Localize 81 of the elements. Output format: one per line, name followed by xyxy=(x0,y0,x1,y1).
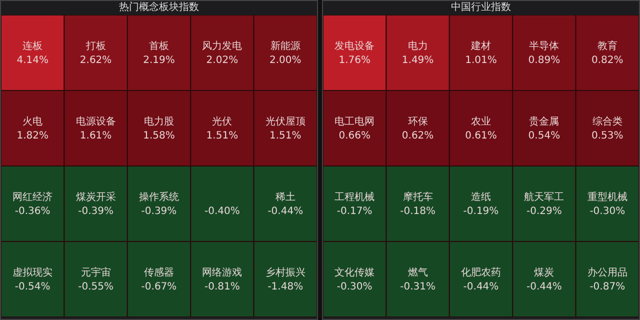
data-label: 0.61% xyxy=(465,130,497,142)
category-label: 半导体 xyxy=(529,40,560,52)
category-label: 煤炭 xyxy=(534,266,554,278)
data-label: -0.19% xyxy=(463,206,499,217)
data-label: -0.40% xyxy=(204,206,240,217)
category-label: 航天军工 xyxy=(524,190,564,203)
category-label: 建材 xyxy=(470,40,491,52)
category-label: 操作系统 xyxy=(139,190,179,203)
data-label: -0.30% xyxy=(590,206,626,217)
category-label: 新能源 xyxy=(270,40,300,52)
category-label: 火电 xyxy=(22,115,43,128)
data-label: 0.82% xyxy=(592,54,624,66)
data-label: -0.18% xyxy=(400,206,436,217)
category-label: 发电设备 xyxy=(334,40,375,52)
category-label: 农业 xyxy=(471,115,491,128)
category-label: 传感器 xyxy=(144,266,174,278)
data-label: 2.00% xyxy=(270,54,302,66)
category-label: 光伏 xyxy=(212,115,232,128)
data-label: 1.51% xyxy=(270,130,302,142)
category-label: 造纸 xyxy=(471,190,491,203)
data-label: 0.89% xyxy=(528,54,560,66)
data-label: -0.81% xyxy=(204,281,240,292)
data-label: -0.30% xyxy=(336,281,372,292)
data-label: 2.02% xyxy=(206,54,238,66)
data-label: -0.31% xyxy=(400,281,436,292)
category-label: 网络游戏 xyxy=(202,266,242,278)
category-label: 首板 xyxy=(149,40,169,52)
category-label: 燃气 xyxy=(408,266,428,278)
category-label: 虚拟现实 xyxy=(12,266,53,278)
data-label: -0.55% xyxy=(78,281,114,292)
data-label: -1.48% xyxy=(268,281,304,292)
data-label: -0.39% xyxy=(141,206,177,217)
data-label: 0.53% xyxy=(592,130,624,142)
category-label: 环保 xyxy=(408,116,428,128)
data-label: -0.39% xyxy=(78,206,114,217)
data-label: 1.49% xyxy=(402,54,434,66)
category-label: 贵金属 xyxy=(529,115,560,128)
text: 热门概念板块指数 xyxy=(118,1,200,15)
data-label: -0.44% xyxy=(463,281,499,292)
data-label: 4.14% xyxy=(16,54,48,66)
category-label: 电力股 xyxy=(144,115,174,128)
data-label: 1.61% xyxy=(80,130,112,142)
category-label: 综合类 xyxy=(592,115,622,128)
category-label: 化肥农药 xyxy=(461,266,501,278)
data-label: 1.58% xyxy=(143,130,175,142)
category-label: 打板 xyxy=(84,40,106,52)
data-label: 0.62% xyxy=(402,130,434,142)
category-label: 电力 xyxy=(408,40,428,52)
data-label: 1.01% xyxy=(465,54,497,66)
data-label: 0.54% xyxy=(528,130,560,142)
category-label: 元宇宙 xyxy=(80,266,111,278)
category-label: 文化传媒 xyxy=(334,266,375,278)
data-label: -0.54% xyxy=(14,281,50,292)
category-label: 教育 xyxy=(597,40,618,52)
data-label: -0.87% xyxy=(590,281,626,292)
data-label: 2.19% xyxy=(143,54,175,66)
category-label: 电源设备 xyxy=(76,115,116,128)
data-label: -0.36% xyxy=(14,206,50,217)
category-label: 办公用品 xyxy=(587,266,628,278)
category-label: 电工电网 xyxy=(334,115,375,128)
category-label: 风力发电 xyxy=(202,40,242,52)
category-label: 光伏屋顶 xyxy=(265,115,306,128)
data-label: 1.51% xyxy=(206,130,238,142)
category-label: 重型机械 xyxy=(587,190,628,203)
category-label: 工程机械 xyxy=(334,190,375,203)
data-label: 2.62% xyxy=(80,54,112,66)
data-label: 1.82% xyxy=(16,130,48,142)
category-label: 网红经济 xyxy=(12,190,53,203)
category-label: 稀土 xyxy=(275,190,296,203)
category-label: 煤炭开采 xyxy=(76,190,116,203)
category-label: 乡村振兴 xyxy=(265,266,306,278)
category-label: 连板 xyxy=(22,40,43,52)
data-label: -0.67% xyxy=(141,281,177,292)
text: 中国行业指数 xyxy=(450,1,512,15)
data-label: -0.17% xyxy=(336,206,372,217)
category-label: 摩托车 xyxy=(402,190,433,203)
data-label: -0.29% xyxy=(526,206,562,217)
data-label: 0.66% xyxy=(338,130,370,142)
data-label: -0.44% xyxy=(268,206,304,217)
data-label: 1.76% xyxy=(338,54,370,66)
data-label: -0.44% xyxy=(526,281,562,292)
